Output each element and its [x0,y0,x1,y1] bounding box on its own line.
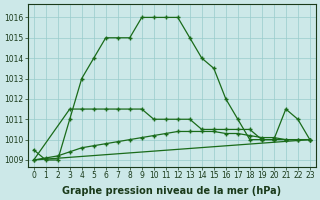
X-axis label: Graphe pression niveau de la mer (hPa): Graphe pression niveau de la mer (hPa) [62,186,281,196]
